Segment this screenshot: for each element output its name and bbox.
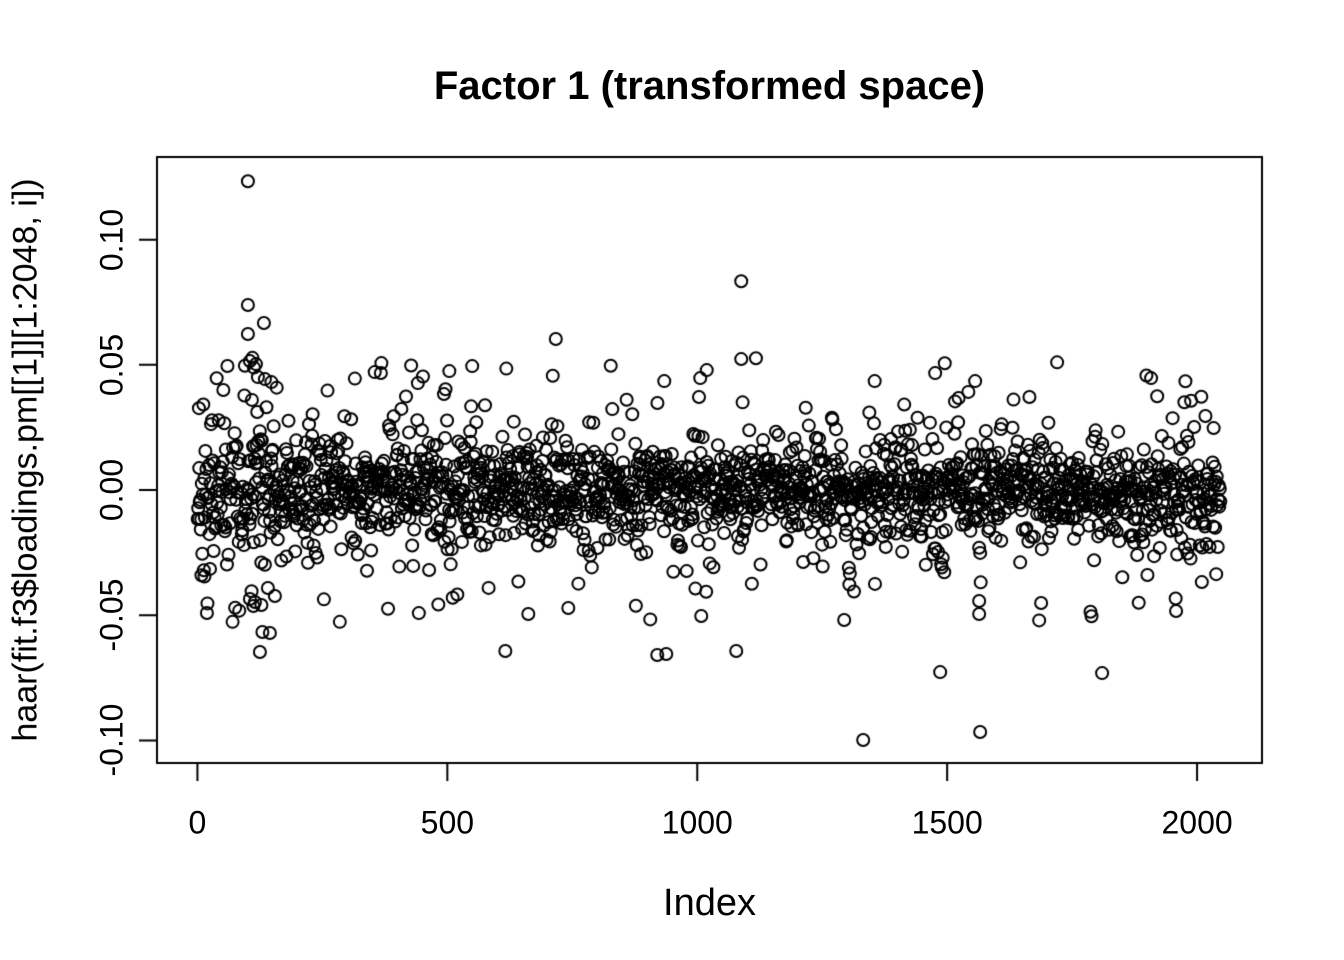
x-tick-label: 1000 (661, 804, 733, 841)
y-tick-label: 0.10 (93, 208, 130, 271)
x-tick-label: 0 (188, 804, 207, 841)
y-tick-label: -0.05 (93, 578, 130, 652)
x-tick-label: 500 (420, 804, 475, 841)
x-tick-label: 2000 (1161, 804, 1233, 841)
y-tick-label: 0.05 (93, 333, 130, 396)
y-tick-label: 0.00 (93, 458, 130, 522)
x-tick-label: 1500 (911, 804, 983, 841)
y-axis-label: haar(fit.f3$loadings.pm[[1]][1:2048, i]) (6, 178, 45, 742)
chart-title: Factor 1 (transformed space) (433, 64, 986, 108)
x-axis-label: Index (663, 882, 756, 924)
y-tick-label: -0.10 (93, 703, 130, 777)
